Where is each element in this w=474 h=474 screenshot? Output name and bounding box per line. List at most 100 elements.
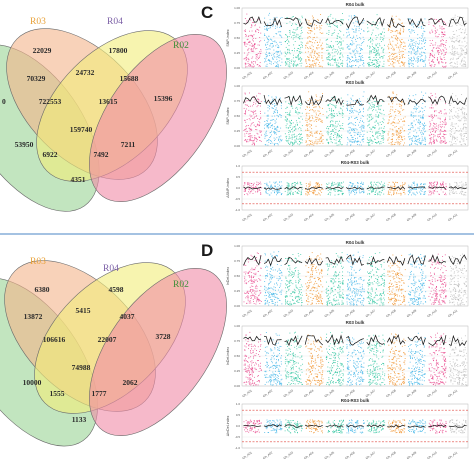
snp-point [398, 110, 400, 112]
snp-point [347, 190, 349, 192]
panel_c-chrom-Gh_A09: Gh_A09 [406, 17, 427, 80]
snp-point [449, 141, 451, 143]
snp-point [259, 131, 261, 133]
snp-point [421, 59, 423, 61]
snp-point [259, 300, 261, 302]
snp-point [271, 96, 273, 98]
snp-point [246, 39, 248, 41]
panel_c-chrom-Gh_A03: Gh_A03 [283, 94, 303, 158]
snp-point [387, 45, 389, 47]
snp-point [404, 193, 406, 195]
snp-point [463, 64, 465, 66]
snp-point [423, 52, 425, 54]
snp-point [391, 53, 393, 55]
snp-point [382, 139, 384, 141]
snp-point [348, 192, 350, 194]
snp-point [401, 100, 402, 102]
snp-point [299, 126, 301, 128]
snp-point [424, 136, 426, 138]
snp-point [422, 133, 424, 135]
snp-point [295, 142, 297, 143]
snp-point [252, 184, 254, 185]
snp-point [273, 112, 275, 114]
panel_d-plot-tick-label: 0.50 [234, 274, 240, 278]
snp-point [315, 114, 317, 116]
snp-point [409, 144, 411, 146]
snp-point [453, 34, 455, 35]
snp-point [371, 131, 373, 133]
panel_c-plot-tick-label: -1.0 [235, 208, 241, 212]
venn-top-count-r04-only: 17800 [109, 46, 128, 55]
snp-point [432, 117, 434, 119]
snp-point [460, 138, 462, 140]
snp-point [409, 137, 411, 139]
snp-point [444, 117, 446, 119]
snp-point [269, 186, 271, 188]
snp-point [411, 39, 413, 41]
snp-point [260, 101, 262, 103]
snp-point [334, 183, 336, 185]
snp-point [413, 46, 414, 48]
snp-point [378, 131, 380, 133]
snp-point [276, 58, 278, 60]
snp-point [363, 41, 365, 43]
snp-point [441, 33, 443, 35]
snp-point [458, 41, 460, 42]
snp-point [329, 24, 331, 26]
snp-point [465, 28, 467, 30]
snp-point [452, 93, 454, 95]
snp-point [455, 95, 457, 97]
snp-point [252, 140, 254, 142]
snp-point [428, 115, 430, 117]
snp-point [362, 111, 364, 113]
snp-point [267, 300, 269, 302]
snp-point [258, 19, 260, 21]
snp-point [396, 94, 398, 96]
snp-point [350, 192, 352, 194]
snp-point [308, 123, 310, 125]
snp-point [315, 187, 317, 189]
snp-point [269, 188, 271, 190]
snp-point [371, 191, 373, 193]
snp-point [289, 301, 291, 303]
snp-point [339, 29, 341, 31]
snp-point [356, 26, 358, 28]
snp-point [245, 139, 247, 141]
snp-point [273, 181, 275, 183]
snp-point [456, 63, 458, 65]
snp-point [437, 51, 438, 53]
snp-point [391, 30, 393, 32]
snp-point [271, 54, 273, 56]
snp-point [361, 191, 362, 193]
snp-point [265, 302, 267, 304]
snp-point [339, 143, 341, 145]
snp-point [243, 130, 245, 131]
snp-point [342, 56, 344, 58]
snp-point [351, 17, 353, 19]
snp-point [268, 95, 270, 97]
snp-point [430, 181, 432, 183]
snp-point [392, 125, 394, 126]
snp-point [423, 61, 425, 63]
snp-point [246, 302, 248, 304]
venn-bottom-count-r04-only: 4598 [109, 285, 124, 294]
snp-point [412, 140, 413, 142]
snp-point [346, 62, 348, 64]
snp-point [281, 289, 283, 291]
snp-point [264, 135, 266, 137]
snp-point [311, 64, 313, 66]
snp-point [329, 56, 331, 58]
snp-point [417, 58, 419, 59]
snp-point [272, 25, 274, 27]
snp-point [274, 303, 276, 305]
snp-point [356, 61, 358, 63]
snp-point [383, 193, 385, 195]
snp-point [411, 60, 413, 62]
snp-point [453, 53, 455, 55]
snp-point [351, 184, 353, 186]
snp-point [393, 49, 395, 51]
snp-point [256, 301, 258, 303]
snp-point [370, 190, 372, 192]
snp-point [251, 279, 253, 281]
snp-point [295, 284, 297, 286]
